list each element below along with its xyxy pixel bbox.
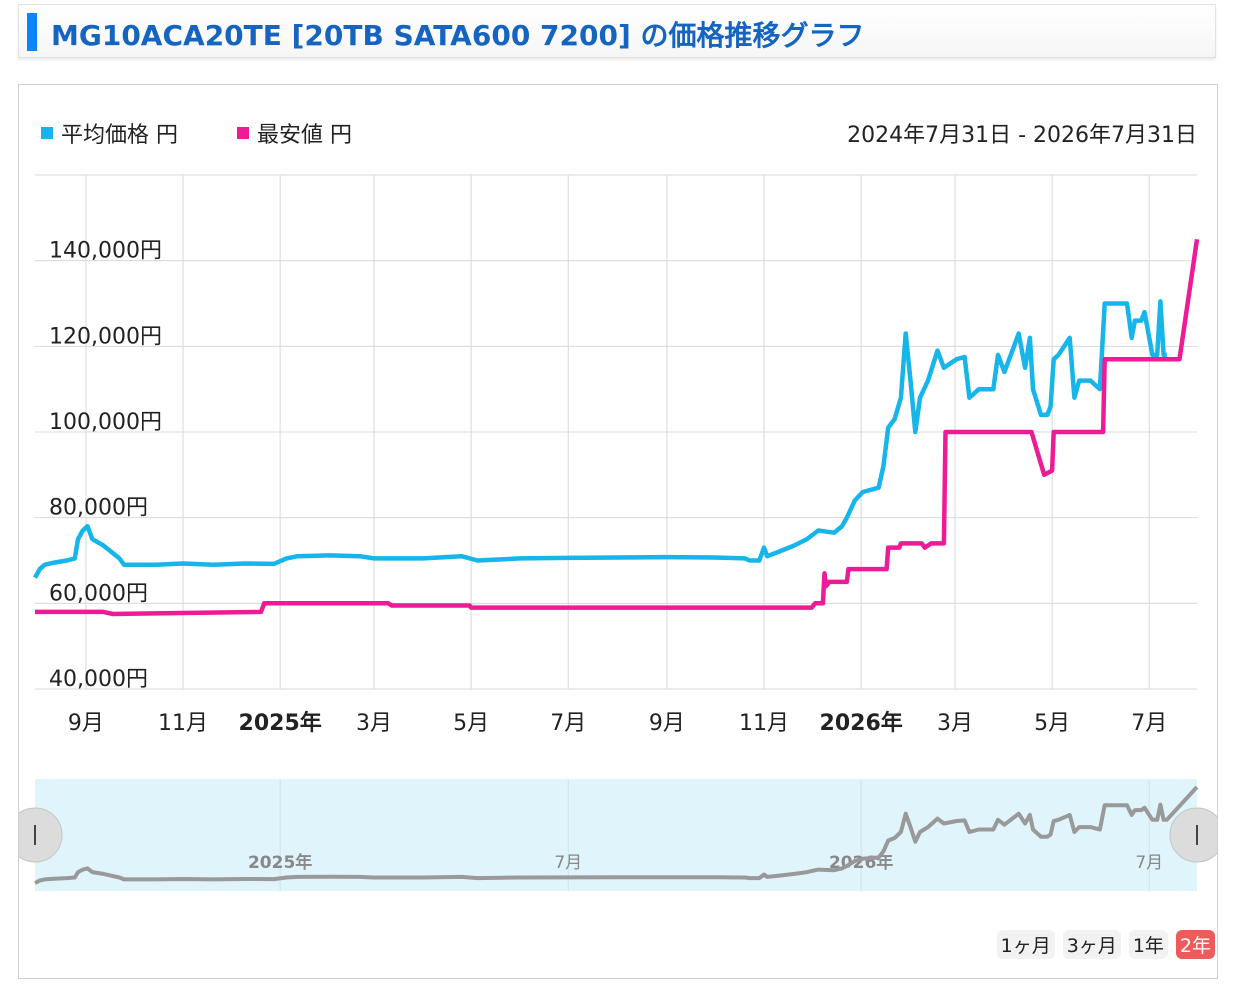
x-tick-label: 3月 xyxy=(356,711,392,736)
x-tick-label: 9月 xyxy=(649,711,685,736)
x-tick-label: 2025年 xyxy=(239,710,322,736)
y-tick-label: 120,000円 xyxy=(49,324,162,349)
range-button-1-year[interactable]: 1年 xyxy=(1128,930,1168,959)
y-tick-label: 140,000円 xyxy=(49,239,162,264)
range-button-2-years[interactable]: 2年 xyxy=(1175,930,1215,959)
date-range-label: 2024年7月31日 - 2026年7月31日 xyxy=(847,123,1197,148)
y-tick-label: 80,000円 xyxy=(49,496,148,521)
navigator-line xyxy=(34,785,1199,885)
chart-panel: 平均価格 円 最安値 円 2024年7月31日 - 2026年7月31日 40,… xyxy=(7,84,1225,979)
x-tick-label: 5月 xyxy=(1034,711,1070,736)
x-tick-label: 2026年 xyxy=(820,710,903,736)
y-tick-label: 60,000円 xyxy=(49,581,148,606)
legend-swatch-average xyxy=(41,127,53,139)
legend-label-average[interactable]: 平均価格 円 xyxy=(61,123,178,148)
x-tick-label: 9月 xyxy=(68,711,104,736)
range-navigator[interactable]: 2025年 7月 2026年 7月 xyxy=(7,779,1225,891)
range-button-3-months[interactable]: 3ヶ月 xyxy=(1062,930,1121,959)
x-tick-label: 5月 xyxy=(453,711,489,736)
x-axis-labels: 9月 11月 2025年 3月 5月 7月 9月 11月 2026年 3月 5月 7月 xyxy=(68,710,1167,736)
series-layer xyxy=(33,238,1200,617)
navigator-handle-left[interactable] xyxy=(7,807,63,863)
x-tick-label: 11月 xyxy=(158,711,208,736)
y-axis-labels: 40,000円 60,000円 80,000円 100,000円 120,000円 140… xyxy=(49,239,162,692)
navigator-handle-right[interactable] xyxy=(1169,807,1225,863)
y-tick-label: 40,000円 xyxy=(49,667,148,692)
navigator-label: 2025年 xyxy=(248,852,312,873)
y-tick-label: 100,000円 xyxy=(49,410,162,435)
page-title: MG10ACA20TE [20TB SATA600 7200] の価格推移グラフ xyxy=(51,19,865,52)
navigator-label: 7月 xyxy=(1135,853,1163,873)
price-chart: 平均価格 円 最安値 円 2024年7月31日 - 2026年7月31日 40,… xyxy=(7,123,1225,891)
x-tick-label: 3月 xyxy=(937,711,973,736)
legend-swatch-lowest xyxy=(237,127,249,139)
range-button-1-month[interactable]: 1ヶ月 xyxy=(996,930,1055,959)
series-line-lowest xyxy=(35,238,1200,617)
navigator-label: 7月 xyxy=(554,853,582,873)
series-line-average xyxy=(33,299,1167,579)
title-bar: MG10ACA20TE [20TB SATA600 7200] の価格推移グラフ xyxy=(18,4,1216,58)
x-tick-label: 11月 xyxy=(739,711,789,736)
navigator-background xyxy=(35,779,1197,891)
range-buttons: 1ヶ月 3ヶ月 1年 2年 xyxy=(996,930,1215,959)
legend: 平均価格 円 最安値 円 2024年7月31日 - 2026年7月31日 xyxy=(41,123,1197,148)
x-tick-label: 7月 xyxy=(550,711,586,736)
x-tick-label: 7月 xyxy=(1131,711,1167,736)
legend-label-lowest[interactable]: 最安値 円 xyxy=(257,123,352,148)
title-accent-bar xyxy=(27,13,37,51)
